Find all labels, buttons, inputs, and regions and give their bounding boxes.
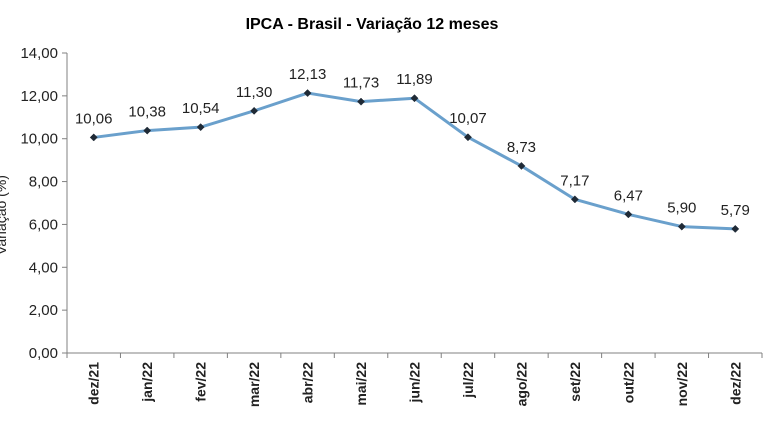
data-point-marker [410, 94, 419, 103]
data-label: 7,17 [560, 172, 589, 189]
data-labels: 10,06 10,38 10,54 11,30 12,13 11,73 11,89 10,07… [75, 66, 750, 219]
y-tick-label: 6,00 [29, 216, 58, 233]
data-point-marker [624, 210, 633, 219]
data-point-marker [517, 161, 526, 170]
y-tick-label: 4,00 [29, 259, 58, 276]
x-tick-label: dez/22 [727, 362, 743, 405]
chart-title: IPCA - Brasil - Variação 12 meses [246, 16, 499, 33]
y-tick-label: 2,00 [29, 302, 58, 319]
y-axis-label: Variação (%) [0, 175, 9, 255]
data-label: 10,54 [182, 100, 220, 117]
data-label: 10,38 [128, 104, 166, 121]
x-tick-label: ago/22 [513, 362, 529, 407]
x-tick-label: out/22 [620, 362, 636, 403]
axes [62, 52, 763, 358]
x-tick-label: jun/22 [407, 362, 423, 404]
data-point-marker [89, 133, 98, 142]
y-tick-label: 10,00 [20, 131, 58, 148]
data-label: 11,73 [343, 75, 379, 92]
data-point-marker [357, 97, 365, 106]
x-tick-label: jan/22 [139, 362, 155, 403]
x-tick-label: abr/22 [300, 362, 316, 403]
data-label: 11,30 [236, 84, 272, 101]
x-tick-label: mar/22 [246, 362, 262, 407]
data-label: 12,13 [289, 66, 327, 83]
data-point-marker [250, 106, 259, 115]
data-point-marker [731, 224, 740, 233]
data-point-marker [143, 126, 152, 135]
data-point-marker [677, 222, 686, 231]
y-tick-label: 14,00 [20, 45, 58, 62]
x-tick-label: fev/22 [193, 362, 209, 402]
data-point-marker [570, 195, 579, 204]
y-tick-label: 12,00 [20, 88, 58, 105]
y-tick-label: 8,00 [29, 174, 58, 191]
y-tick-label: 0,00 [29, 345, 58, 362]
data-label: 6,47 [614, 187, 643, 204]
y-tick-labels: 0,00 2,00 4,00 6,00 8,00 10,00 12,00 14,00 [20, 45, 58, 362]
data-point-marker [303, 89, 312, 98]
x-tick-label: dez/21 [86, 362, 102, 405]
data-label: 5,79 [721, 202, 750, 219]
data-label: 11,89 [396, 71, 432, 88]
x-tick-labels: dez/21 jan/22 fev/22 mar/22 abr/22 mai/22 jun/… [86, 362, 744, 407]
x-tick-label: nov/22 [674, 362, 690, 407]
x-tick-label: jul/22 [460, 362, 476, 399]
series-layer [89, 89, 740, 233]
data-point-marker [464, 133, 472, 142]
data-label: 5,90 [667, 200, 696, 217]
x-tick-label: set/22 [567, 362, 583, 402]
data-point-marker [196, 123, 205, 132]
data-label: 10,07 [449, 110, 487, 127]
x-tick-label: mai/22 [353, 362, 369, 406]
data-label: 8,73 [507, 139, 536, 156]
data-label: 10,06 [75, 110, 113, 127]
